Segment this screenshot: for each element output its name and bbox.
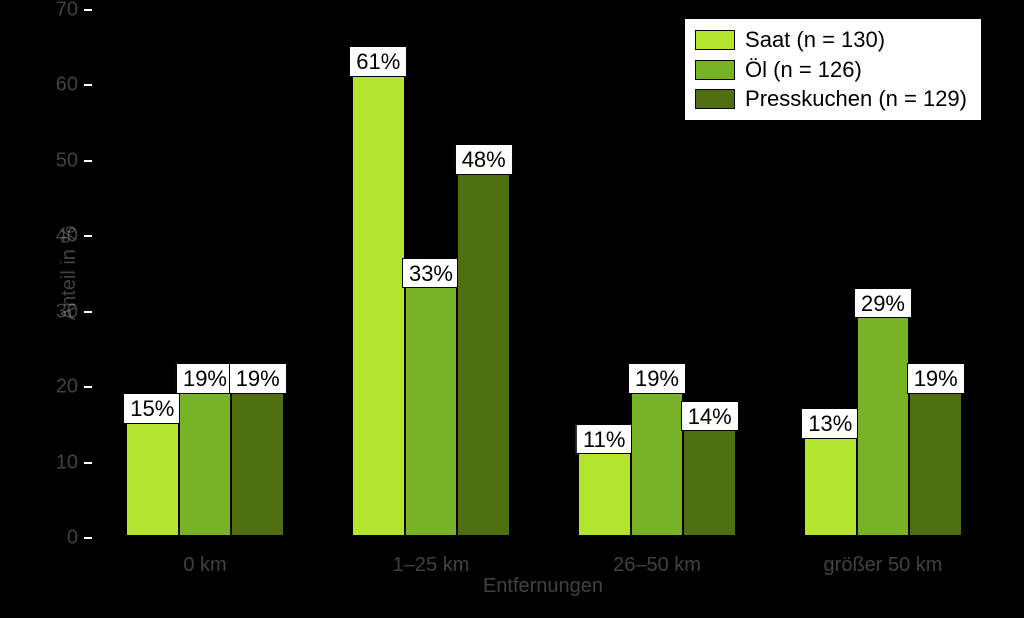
legend-label: Presskuchen (n = 129) <box>745 84 967 114</box>
bar-value-label: 13% <box>801 408 859 439</box>
legend-swatch <box>695 30 735 50</box>
bar-value-label: 29% <box>854 288 912 319</box>
bar: 33% <box>405 287 458 536</box>
bar: 13% <box>804 438 857 536</box>
legend-label: Saat (n = 130) <box>745 25 885 55</box>
legend-item: Öl (n = 126) <box>695 55 967 85</box>
y-tick-label: 60 <box>56 74 92 97</box>
y-tick-label: 70 <box>56 0 92 22</box>
legend-swatch <box>695 60 735 80</box>
legend: Saat (n = 130)Öl (n = 126)Presskuchen (n… <box>684 18 982 121</box>
legend-label: Öl (n = 126) <box>745 55 862 85</box>
x-category-label: 1–25 km <box>393 536 470 577</box>
bar-value-label: 14% <box>681 401 739 432</box>
bar: 48% <box>457 174 510 536</box>
y-tick-label: 30 <box>56 300 92 323</box>
bar: 29% <box>857 317 910 536</box>
y-tick-label: 20 <box>56 376 92 399</box>
x-category-label: 26–50 km <box>613 536 701 577</box>
x-axis-title: Entfernungen <box>483 575 603 598</box>
bar-value-label: 11% <box>576 424 632 455</box>
bar-value-label: 19% <box>229 363 287 394</box>
y-tick-label: 50 <box>56 149 92 172</box>
legend-item: Saat (n = 130) <box>695 25 967 55</box>
bar: 14% <box>683 430 736 536</box>
x-category-label: größer 50 km <box>824 536 943 577</box>
bar: 19% <box>631 393 684 536</box>
bar-value-label: 33% <box>402 258 460 289</box>
y-tick-label: 40 <box>56 225 92 248</box>
bar-value-label: 19% <box>628 363 686 394</box>
bar: 19% <box>231 393 284 536</box>
y-tick-label: 10 <box>56 451 92 474</box>
bar-value-label: 19% <box>907 363 965 394</box>
bar-value-label: 61% <box>349 46 407 77</box>
bar: 15% <box>126 423 179 536</box>
legend-item: Presskuchen (n = 129) <box>695 84 967 114</box>
bar: 11% <box>578 453 631 536</box>
x-category-label: 0 km <box>183 536 226 577</box>
y-tick-label: 0 <box>67 527 92 550</box>
bar: 61% <box>352 76 405 536</box>
chart-root: Anteil in % Entfernungen 010203040506070… <box>0 0 1024 618</box>
bar-value-label: 15% <box>123 393 181 424</box>
bar: 19% <box>179 393 232 536</box>
bar: 19% <box>909 393 962 536</box>
legend-swatch <box>695 89 735 109</box>
bar-value-label: 48% <box>455 144 513 175</box>
bar-value-label: 19% <box>176 363 234 394</box>
